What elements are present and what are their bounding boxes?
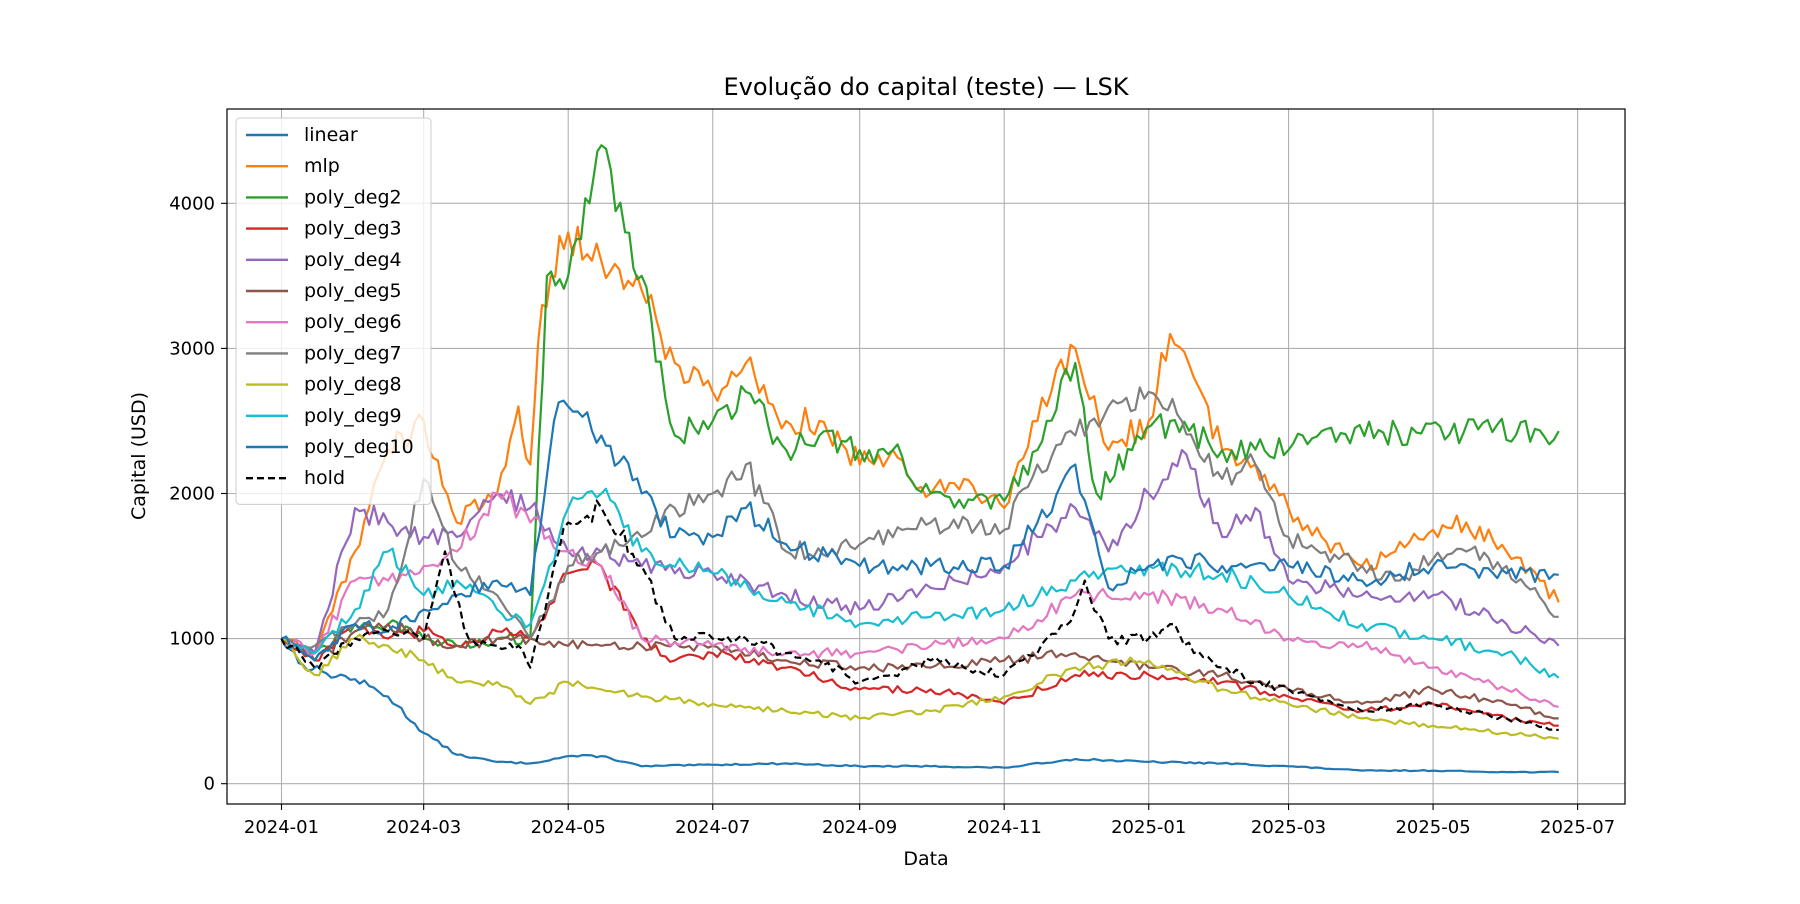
plot-frame: [226, 108, 1626, 805]
x-axis-ticks: 2024-01 2024-03 2024-05 2024-07 2024-09 2024-…: [244, 804, 1615, 838]
legend-label: linear: [304, 124, 358, 146]
series-line-poly-deg6: [281, 490, 1559, 708]
y-tick-label: 4000: [169, 193, 215, 214]
x-tick-label: 2025-07: [1540, 817, 1615, 838]
chart-title: Evolução do capital (teste) — LSK: [723, 73, 1129, 101]
y-tick-label: 1000: [169, 629, 215, 650]
legend-label: poly_deg10: [304, 436, 414, 458]
y-tick-label: 0: [204, 774, 215, 795]
x-tick-label: 2024-07: [675, 817, 750, 838]
x-tick-label: 2025-03: [1251, 817, 1326, 838]
x-tick-label: 2024-11: [967, 817, 1042, 838]
series-line-poly-deg5: [281, 622, 1559, 720]
x-axis-label: Data: [903, 848, 948, 870]
legend-label: poly_deg2: [304, 186, 402, 208]
series-line-poly-deg3: [280, 559, 1559, 727]
x-tick-label: 2024-03: [386, 817, 461, 838]
y-tick-label: 2000: [169, 483, 215, 504]
legend-label: poly_deg5: [304, 280, 402, 302]
series-line-linear: [280, 638, 1559, 774]
x-tick-label: 2024-01: [244, 817, 319, 838]
series-line-poly-deg9: [281, 487, 1560, 679]
legend-label: poly_deg4: [304, 249, 402, 271]
series-line-hold: [280, 499, 1559, 732]
y-axis-label: Capital (USD): [128, 392, 150, 520]
legend-label: poly_deg8: [304, 374, 402, 396]
series-line-poly-deg7: [281, 386, 1559, 650]
legend-label: poly_deg6: [304, 311, 402, 333]
grid: [227, 109, 1625, 804]
series-lines: [280, 144, 1560, 774]
legend-label: mlp: [304, 155, 340, 177]
legend: linear mlp poly_deg2 poly_deg3 poly_deg4poly…: [235, 117, 432, 505]
legend-label: poly_deg7: [304, 342, 402, 364]
series-line-poly-deg10: [281, 399, 1559, 662]
y-axis-ticks: 0 1000 2000 3000 4000: [169, 193, 227, 795]
legend-label: poly_deg9: [304, 405, 402, 427]
legend-label: poly_deg3: [304, 218, 402, 240]
y-tick-label: 3000: [169, 338, 215, 359]
x-tick-label: 2024-05: [531, 817, 606, 838]
x-tick-label: 2025-01: [1111, 817, 1186, 838]
legend-box: [235, 117, 432, 505]
legend-label: hold: [304, 467, 345, 489]
x-tick-label: 2024-09: [822, 817, 897, 838]
series-line-poly-deg8: [281, 633, 1559, 740]
x-tick-label: 2025-05: [1395, 817, 1470, 838]
